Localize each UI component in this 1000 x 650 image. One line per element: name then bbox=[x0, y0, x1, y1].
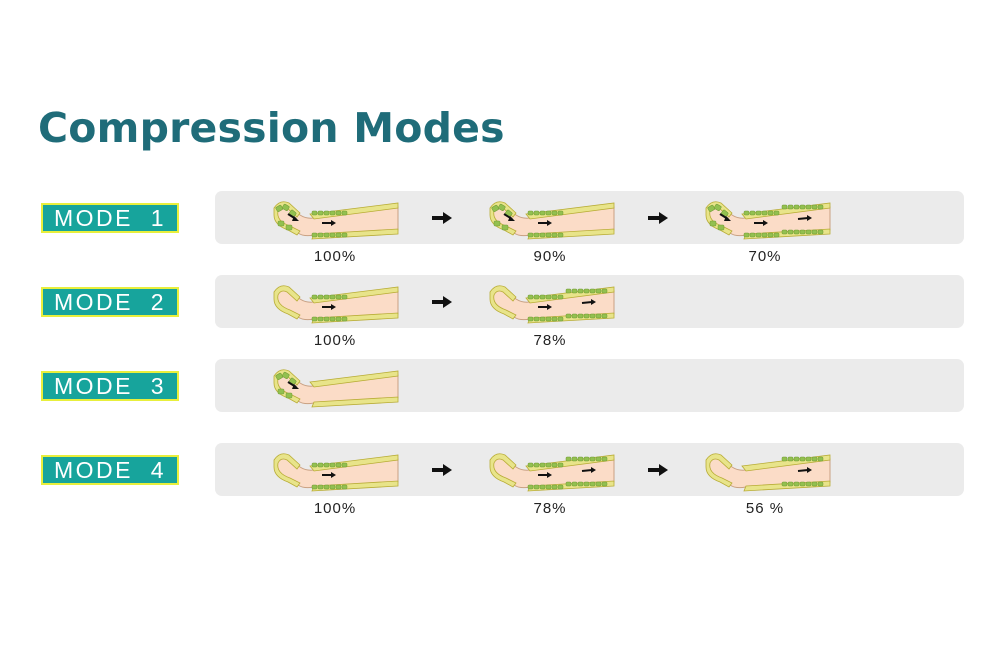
leg-compression-icon bbox=[273, 453, 399, 492]
arrow-right-icon bbox=[432, 296, 452, 308]
pressure-percent: 100% bbox=[313, 332, 357, 349]
leg-compression-icon bbox=[705, 453, 831, 492]
mode-label: MODE 2 bbox=[41, 287, 179, 317]
mode-label: MODE 4 bbox=[41, 455, 179, 485]
pressure-percent: 56 % bbox=[745, 500, 785, 517]
leg-compression-icon bbox=[705, 201, 831, 240]
leg-compression-icon bbox=[273, 369, 399, 408]
pressure-percent: 100% bbox=[313, 248, 357, 265]
mode-label: MODE 3 bbox=[41, 371, 179, 401]
arrow-right-icon bbox=[648, 464, 668, 476]
arrow-right-icon bbox=[648, 212, 668, 224]
leg-compression-icon bbox=[489, 285, 615, 324]
arrow-right-icon bbox=[432, 212, 452, 224]
pressure-percent: 100% bbox=[313, 500, 357, 517]
leg-compression-icon bbox=[489, 453, 615, 492]
pressure-percent: 78% bbox=[533, 500, 567, 517]
page-title: Compression Modes bbox=[38, 104, 505, 152]
pressure-percent: 70% bbox=[748, 248, 782, 265]
leg-compression-icon bbox=[273, 285, 399, 324]
pressure-percent: 90% bbox=[533, 248, 567, 265]
pressure-percent: 78% bbox=[533, 332, 567, 349]
leg-compression-icon bbox=[273, 201, 399, 240]
leg-compression-icon bbox=[489, 201, 615, 240]
arrow-right-icon bbox=[432, 464, 452, 476]
mode-label: MODE 1 bbox=[41, 203, 179, 233]
